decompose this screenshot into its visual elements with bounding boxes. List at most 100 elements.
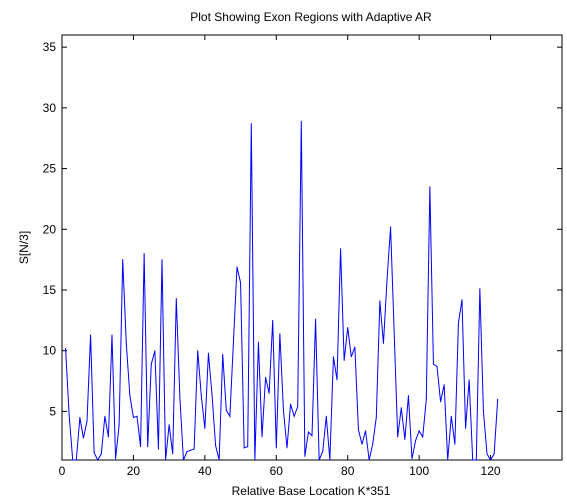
plot-area	[61, 34, 563, 461]
data-point	[272, 319, 274, 321]
data-point	[400, 407, 402, 409]
data-point	[161, 259, 163, 261]
data-point	[107, 436, 109, 438]
data-point	[200, 395, 202, 397]
data-point	[150, 363, 152, 365]
data-point	[186, 451, 188, 452]
data-point	[465, 427, 467, 429]
data-point	[286, 447, 288, 449]
data-point	[382, 342, 384, 344]
data-point	[197, 350, 199, 352]
data-point	[350, 356, 352, 358]
x-axis-label: Relative Base Location K*351	[232, 484, 391, 498]
data-point	[204, 427, 206, 429]
data-point	[79, 417, 81, 418]
data-point	[168, 424, 170, 426]
data-point	[300, 120, 302, 122]
y-tick-label: 5	[49, 404, 56, 418]
y-axis-label: S[N/3]	[17, 231, 31, 264]
data-point	[229, 415, 231, 417]
data-point	[182, 459, 184, 461]
data-point	[115, 458, 117, 460]
data-point	[390, 226, 392, 228]
data-point	[193, 448, 195, 450]
data-point	[443, 384, 445, 386]
data-point	[265, 376, 267, 378]
data-point	[397, 436, 399, 438]
data-point	[493, 453, 495, 455]
data-point	[232, 341, 234, 343]
data-point	[132, 417, 134, 418]
series-line	[65, 121, 499, 462]
data-point	[475, 459, 477, 461]
data-point	[340, 248, 342, 250]
data-point	[65, 347, 67, 349]
data-point	[393, 330, 395, 332]
data-point	[429, 186, 431, 188]
data-point	[179, 396, 181, 398]
data-point	[190, 449, 192, 451]
data-point	[175, 298, 177, 299]
data-point	[268, 392, 270, 394]
data-point	[422, 436, 424, 438]
data-point	[275, 447, 277, 449]
data-point	[318, 459, 320, 461]
data-point	[472, 459, 474, 461]
data-point	[247, 446, 249, 448]
data-point	[254, 459, 256, 461]
data-point	[311, 435, 313, 437]
y-tick-label: 10	[43, 344, 57, 358]
data-point	[404, 438, 406, 440]
data-point	[365, 430, 367, 432]
data-point	[486, 453, 488, 455]
data-point	[293, 415, 295, 417]
data-point	[290, 403, 292, 405]
x-tick-label: 80	[341, 464, 355, 478]
x-tick-label: 100	[409, 464, 429, 478]
data-point	[215, 444, 217, 446]
data-point	[118, 424, 120, 426]
data-point	[90, 334, 92, 336]
data-point	[379, 300, 381, 302]
data-point	[375, 417, 377, 418]
data-point	[361, 443, 363, 445]
data-point	[82, 437, 84, 439]
data-point	[450, 415, 452, 417]
data-point	[111, 334, 113, 336]
data-point	[240, 282, 242, 284]
data-point	[372, 443, 374, 445]
data-point	[425, 398, 427, 400]
data-point	[93, 452, 95, 454]
data-point	[386, 279, 388, 281]
data-point	[261, 436, 263, 438]
data-point	[447, 459, 449, 461]
data-point	[336, 379, 338, 381]
x-tick-label: 20	[127, 464, 141, 478]
data-point	[100, 453, 102, 455]
data-point	[332, 356, 334, 358]
data-point	[461, 299, 463, 301]
x-tick-label: 120	[481, 464, 501, 478]
data-point	[354, 346, 356, 348]
data-point	[243, 447, 245, 449]
data-point	[497, 398, 499, 400]
data-point	[325, 415, 327, 417]
data-point	[490, 459, 492, 461]
y-tick-label: 25	[43, 162, 57, 176]
x-axis: 0 20 40 60 80 100 120	[59, 35, 501, 478]
data-point	[104, 415, 106, 417]
data-point	[250, 123, 252, 125]
data-point	[72, 459, 74, 461]
data-point	[282, 409, 284, 411]
y-tick-label: 20	[43, 222, 57, 236]
data-point	[307, 431, 309, 433]
data-point	[97, 459, 99, 461]
data-point	[75, 459, 77, 461]
data-point	[315, 318, 317, 320]
data-point	[304, 455, 306, 457]
y-tick-label: 15	[43, 283, 57, 297]
data-points	[65, 120, 499, 461]
data-point	[329, 459, 331, 461]
data-point	[457, 322, 459, 324]
data-point	[222, 353, 224, 355]
